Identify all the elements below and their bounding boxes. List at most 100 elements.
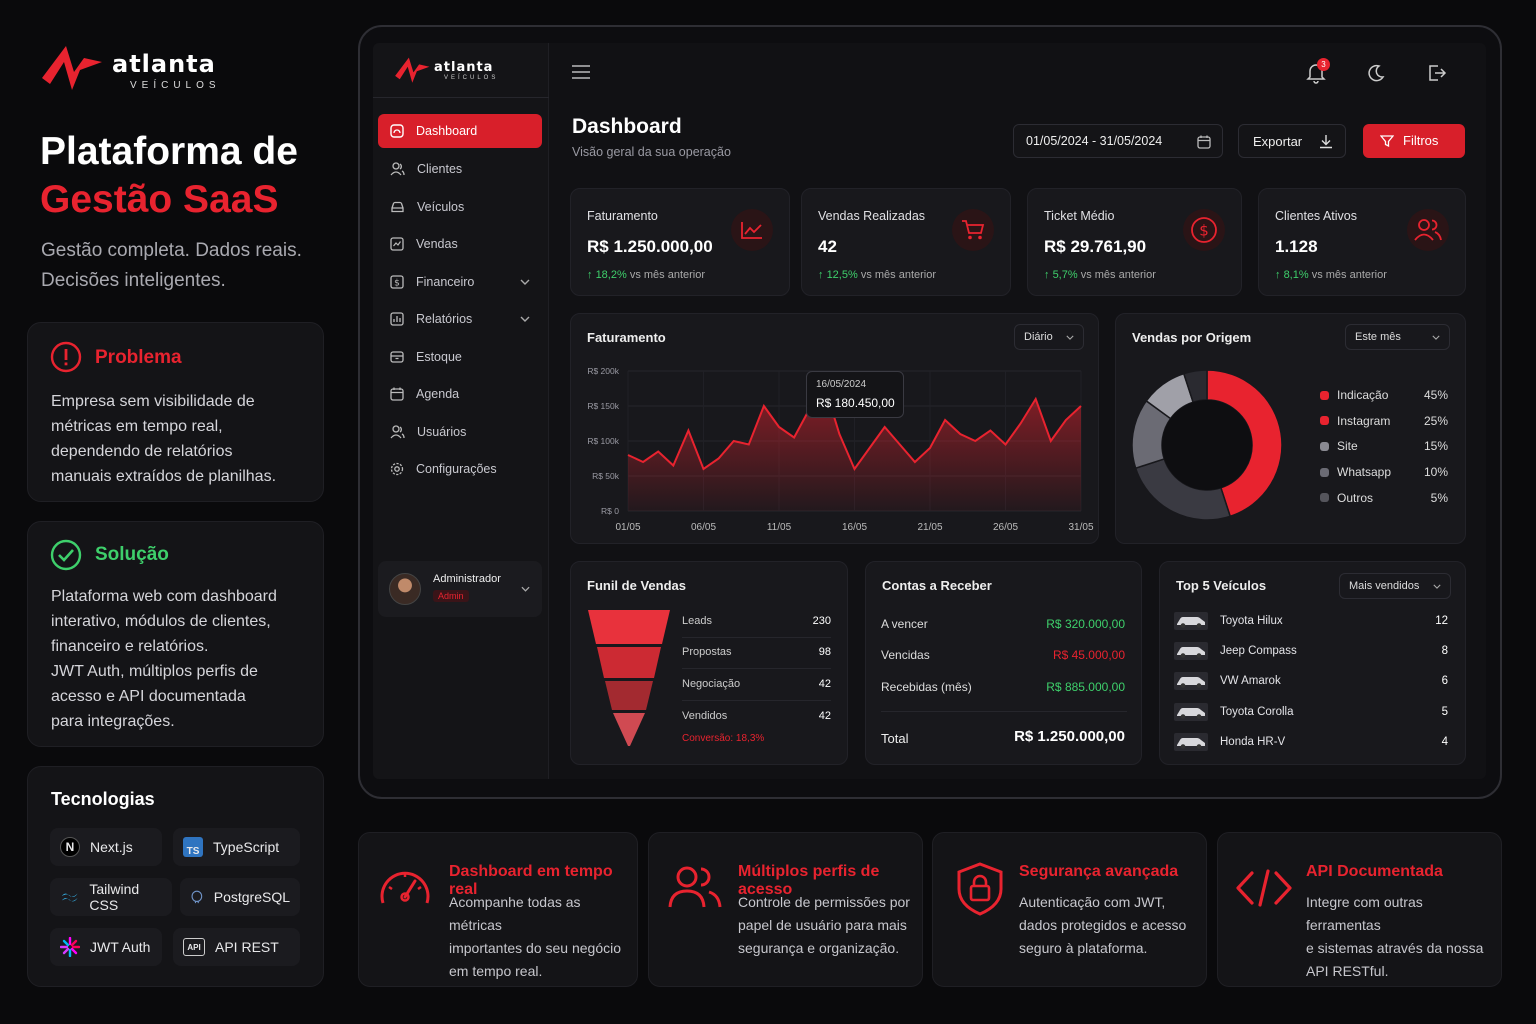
receivable-label: Vencidas xyxy=(881,648,930,662)
legend-label: Instagram xyxy=(1337,413,1391,428)
brand-name: atlanta xyxy=(112,50,216,78)
funnel-panel: Funil de Vendas xyxy=(570,561,848,765)
users-icon xyxy=(390,425,405,439)
feature-desc: segurança e organização. xyxy=(738,940,900,956)
funnel-row-value: 98 xyxy=(818,646,831,658)
vehicle-name: Toyota Hilux xyxy=(1220,615,1283,627)
vehicle-name: Honda HR-V xyxy=(1220,735,1286,748)
kpi-card-clientes: Clientes Ativos 1.128 ↑ 8,1% vs mês ante… xyxy=(1258,188,1466,296)
legend-label: Indicação xyxy=(1337,388,1389,402)
kpi-card-ticket: Ticket Médio R$ 29.761,90 ↑ 5,7% vs mês … xyxy=(1027,188,1242,296)
top-vehicle-row[interactable]: Jeep Compass 8 xyxy=(1174,641,1450,663)
feature-security: Segurança avançada Autenticação com JWT,… xyxy=(932,832,1207,987)
export-button[interactable]: Exportar xyxy=(1238,124,1346,158)
user-menu[interactable]: Administrador Admin xyxy=(378,561,542,617)
sidebar-item-dashboard[interactable]: Dashboard xyxy=(378,114,542,148)
page-title: Dashboard xyxy=(572,115,682,138)
top-vehicle-row[interactable]: Honda HR-V 4 xyxy=(1174,732,1450,754)
avatar xyxy=(389,573,421,605)
y-tick-label: R$ 50k xyxy=(592,471,620,481)
problem-title: Problema xyxy=(95,347,182,368)
top-vehicle-row[interactable]: Toyota Hilux 12 xyxy=(1174,611,1450,633)
funnel-row-label: Propostas xyxy=(682,646,732,658)
vehicle-count: 12 xyxy=(1435,615,1448,627)
sidebar-item-label: Estoque xyxy=(416,350,462,364)
atlanta-logo-icon xyxy=(42,46,102,90)
kpi-change: ↑ 18,2% vs mês anterior xyxy=(587,269,706,281)
chevron-down-icon xyxy=(1433,584,1441,589)
hero-title-2: Gestão SaaS xyxy=(40,178,279,221)
feature-desc: seguro à plataforma. xyxy=(1019,940,1148,956)
sidebar-item-label: Usuários xyxy=(417,425,467,439)
receivable-value: R$ 45.000,00 xyxy=(1052,648,1125,662)
sidebar-item-label: Financeiro xyxy=(416,275,475,289)
chart-icon xyxy=(390,237,404,251)
sidebar-item-configuracoes[interactable]: Configurações xyxy=(378,452,542,486)
legend-value: 5% xyxy=(1430,490,1448,505)
x-tick-label: 21/05 xyxy=(917,522,942,533)
vehicle-count: 8 xyxy=(1441,645,1448,658)
date-range-picker[interactable]: 01/05/2024 - 31/05/2024 xyxy=(1013,124,1223,158)
sidebar-item-usuarios[interactable]: Usuários xyxy=(378,415,542,449)
filters-button[interactable]: Filtros xyxy=(1363,124,1465,158)
logout-icon[interactable] xyxy=(1427,63,1447,83)
y-tick-label: R$ 200k xyxy=(587,366,619,376)
problem-line: Empresa sem visibilidade de xyxy=(51,393,255,410)
brand-logo: atlanta VEÍCULOS xyxy=(40,40,250,96)
solution-line: JWT Auth, múltiplos perfis de xyxy=(51,663,258,680)
feature-desc: importantes do seu negócio xyxy=(449,940,621,956)
chevron-down-icon xyxy=(520,316,530,322)
feature-desc: em tempo real. xyxy=(449,963,543,979)
car-thumbnail-icon xyxy=(1174,702,1208,721)
gear-icon xyxy=(390,462,404,476)
hero-tagline-2: Decisões inteligentes. xyxy=(41,270,226,291)
kpi-label: Vendas Realizadas xyxy=(818,209,926,223)
sidebar-brand-sub: VEÍCULOS xyxy=(444,75,499,81)
sidebar-item-veiculos[interactable]: Veículos xyxy=(378,190,542,224)
kpi-label: Clientes Ativos xyxy=(1275,209,1357,223)
dollar-icon: $ xyxy=(1183,209,1225,251)
download-icon xyxy=(1320,135,1332,149)
feature-title: API Documentada xyxy=(1306,863,1443,880)
tech-label: API REST xyxy=(215,939,279,955)
legend-value: 10% xyxy=(1423,465,1448,480)
revenue-period-select[interactable]: Diário xyxy=(1014,324,1084,350)
origin-period-value: Este mês xyxy=(1355,331,1401,343)
funnel-row-label: Negociação xyxy=(682,678,741,690)
sidebar-item-clientes[interactable]: Clientes xyxy=(378,152,542,186)
sidebar-item-estoque[interactable]: Estoque xyxy=(378,340,542,374)
revenue-period-value: Diário xyxy=(1024,331,1053,343)
tech-nextjs: N Next.js xyxy=(50,828,162,866)
chevron-down-icon xyxy=(520,279,530,285)
kpi-change-value: 12,5% xyxy=(826,269,858,281)
sidebar-item-agenda[interactable]: Agenda xyxy=(378,377,542,411)
legend-swatch xyxy=(1320,416,1329,426)
sidebar-item-vendas[interactable]: Vendas xyxy=(378,227,542,261)
solution-line: para integrações. xyxy=(51,713,175,730)
sidebar-item-label: Relatórios xyxy=(416,312,473,326)
top-vehicle-row[interactable]: VW Amarok 6 xyxy=(1174,671,1450,693)
car-thumbnail-icon xyxy=(1174,672,1208,691)
feature-desc: papel de usuário para mais xyxy=(738,917,907,933)
origin-donut-chart xyxy=(1131,369,1283,521)
moon-icon[interactable] xyxy=(1367,64,1385,82)
tech-api-rest: API API REST xyxy=(173,928,300,966)
kpi-change-value: 8,1% xyxy=(1283,269,1309,281)
sidebar-item-label: Veículos xyxy=(417,200,465,214)
top-vehicles-title: Top 5 Veículos xyxy=(1176,578,1267,593)
kpi-change-suffix: vs mês anterior xyxy=(629,269,706,281)
export-label: Exportar xyxy=(1253,134,1303,149)
x-tick-label: 06/05 xyxy=(691,522,716,533)
legend-label: Whatsapp xyxy=(1337,465,1392,480)
kpi-label: Faturamento xyxy=(587,209,658,223)
top-vehicles-filter[interactable]: Mais vendidos xyxy=(1339,573,1451,599)
calendar-icon xyxy=(390,387,404,401)
menu-icon[interactable] xyxy=(572,65,590,79)
origin-period-select[interactable]: Este mês xyxy=(1345,324,1450,350)
sidebar-item-financeiro[interactable]: $ Financeiro xyxy=(378,265,542,299)
sidebar-item-relatorios[interactable]: Relatórios xyxy=(378,302,542,336)
money-icon: $ xyxy=(390,275,404,289)
dashboard-icon xyxy=(390,124,404,138)
top-vehicle-row[interactable]: Toyota Corolla 5 xyxy=(1174,702,1450,724)
tech-jwt: JWT Auth xyxy=(50,928,162,966)
